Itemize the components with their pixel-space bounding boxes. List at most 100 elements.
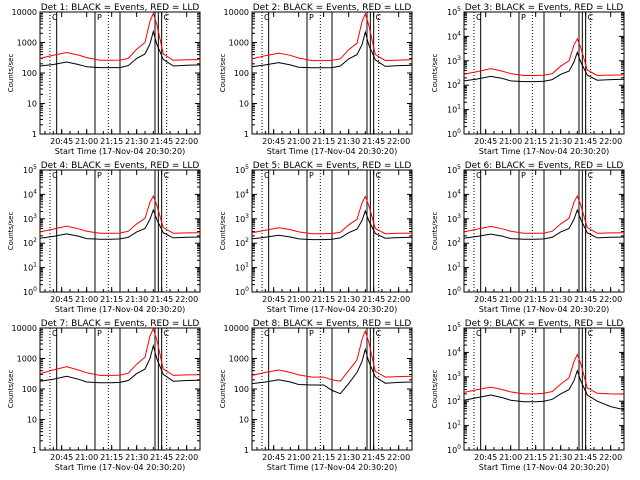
- x-tick-label: 21:30: [549, 137, 572, 146]
- y-tick-label: 1: [244, 130, 249, 139]
- y-tick-label: 105: [447, 6, 461, 17]
- x-tick-label: 21:15: [524, 453, 547, 462]
- y-tick-label: 100: [23, 286, 37, 297]
- series-line-events: [463, 50, 625, 83]
- y-axis-label: Counts/sec: [7, 54, 15, 93]
- y-tick-label: 101: [447, 420, 461, 431]
- marker-c-label: C: [588, 171, 594, 180]
- y-tick-label: 1000: [17, 39, 37, 48]
- series-line-events: [463, 208, 625, 240]
- y-tick-label: 100: [235, 286, 249, 297]
- x-tick-label: 22:00: [175, 137, 198, 146]
- y-axis-label: Counts/sec: [7, 212, 15, 251]
- y-axis-label: Counts/sec: [219, 212, 227, 251]
- series-line-events: [39, 29, 201, 69]
- x-tick-label: 21:15: [100, 295, 123, 304]
- marker-c-label: C: [164, 171, 170, 180]
- y-axis-label: Counts/sec: [431, 54, 439, 93]
- y-tick-label: 101: [447, 104, 461, 115]
- y-tick-label: 103: [447, 371, 461, 382]
- y-tick-label: 101: [235, 262, 249, 273]
- x-tick-label: 21:30: [337, 453, 360, 462]
- x-tick-label: 22:00: [387, 137, 410, 146]
- x-axis-label: Start Time (17-Nov-04 20:30:20): [479, 305, 609, 314]
- x-axis-label: Start Time (17-Nov-04 20:30:20): [55, 305, 185, 314]
- y-tick-label: 102: [447, 79, 461, 90]
- x-tick-label: 21:45: [362, 137, 385, 146]
- series-line-events: [251, 30, 413, 69]
- x-axis-label: Start Time (17-Nov-04 20:30:20): [55, 463, 185, 472]
- x-tick-label: 21:15: [100, 453, 123, 462]
- series-line-events: [251, 347, 413, 395]
- y-tick-label: 100: [447, 444, 461, 455]
- panel-title: Det 9: BLACK = Events, RED = LLD: [465, 319, 624, 329]
- y-tick-label: 100: [234, 69, 249, 78]
- y-tick-label: 105: [447, 164, 461, 175]
- y-tick-label: 104: [447, 188, 461, 199]
- y-tick-label: 104: [23, 188, 37, 199]
- marker-c-label: C: [376, 329, 382, 338]
- y-tick-label: 104: [447, 346, 461, 357]
- x-tick-label: 20:45: [50, 453, 73, 462]
- y-tick-label: 102: [447, 237, 461, 248]
- x-tick-label: 21:15: [100, 137, 123, 146]
- series-line-lld: [463, 353, 625, 395]
- marker-c-label: C: [588, 329, 594, 338]
- x-tick-label: 22:00: [599, 137, 622, 146]
- panel-title: Det 5: BLACK = Events, RED = LLD: [253, 161, 412, 171]
- panel-title: Det 4: BLACK = Events, RED = LLD: [41, 161, 200, 171]
- y-tick-label: 10000: [12, 8, 37, 17]
- x-tick-label: 21:15: [312, 295, 335, 304]
- x-tick-label: 21:45: [574, 295, 597, 304]
- x-tick-label: 21:00: [75, 295, 98, 304]
- y-tick-label: 10: [239, 416, 249, 425]
- x-tick-label: 21:30: [549, 295, 572, 304]
- series-line-lld: [39, 327, 201, 376]
- x-tick-label: 21:30: [337, 295, 360, 304]
- y-tick-label: 101: [447, 262, 461, 273]
- y-axis-label: Counts/sec: [7, 370, 15, 409]
- x-tick-label: 21:00: [287, 453, 310, 462]
- x-tick-label: 21:15: [312, 137, 335, 146]
- y-tick-label: 1: [244, 446, 249, 455]
- x-axis-label: Start Time (17-Nov-04 20:30:20): [267, 147, 397, 156]
- x-tick-label: 20:45: [474, 453, 497, 462]
- x-tick-label: 21:45: [574, 137, 597, 146]
- y-tick-label: 10: [239, 100, 249, 109]
- y-tick-label: 100: [234, 385, 249, 394]
- x-tick-label: 21:00: [287, 295, 310, 304]
- x-tick-label: 21:15: [524, 137, 547, 146]
- marker-c-label: C: [264, 329, 270, 338]
- x-tick-label: 22:00: [599, 453, 622, 462]
- series-line-events: [251, 209, 413, 241]
- marker-p-label: P: [309, 13, 314, 22]
- y-tick-label: 10: [27, 416, 37, 425]
- series-line-lld: [463, 37, 625, 77]
- marker-p-label: P: [97, 171, 102, 180]
- x-axis-label: Start Time (17-Nov-04 20:30:20): [55, 147, 185, 156]
- y-tick-label: 101: [23, 262, 37, 273]
- x-tick-label: 22:00: [175, 295, 198, 304]
- marker-c-label: C: [264, 171, 270, 180]
- marker-c-label: C: [588, 13, 594, 22]
- y-tick-label: 10000: [224, 8, 249, 17]
- x-tick-label: 22:00: [387, 453, 410, 462]
- x-tick-label: 21:45: [150, 295, 173, 304]
- y-tick-label: 100: [447, 286, 461, 297]
- x-tick-label: 21:00: [75, 137, 98, 146]
- marker-p-label: P: [97, 329, 102, 338]
- x-tick-label: 22:00: [599, 295, 622, 304]
- y-tick-label: 1000: [229, 39, 249, 48]
- marker-c-label: C: [476, 171, 482, 180]
- x-tick-label: 21:00: [287, 137, 310, 146]
- series-line-lld: [39, 11, 201, 61]
- series-line-lld: [251, 329, 413, 382]
- x-tick-label: 20:45: [262, 453, 285, 462]
